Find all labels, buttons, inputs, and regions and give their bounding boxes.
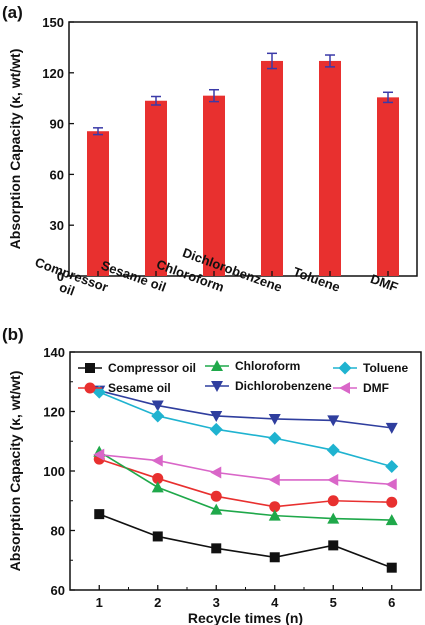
y-tick-label: 90 xyxy=(50,117,64,132)
data-point xyxy=(151,454,163,467)
y-tick-label: 0 xyxy=(57,269,64,284)
bar xyxy=(203,95,225,276)
data-point xyxy=(386,562,397,573)
series-compressor-oil xyxy=(94,509,397,573)
bar xyxy=(87,131,109,276)
legend-marker xyxy=(211,360,223,371)
x-tick-label: 5 xyxy=(330,595,337,610)
legend-item: DMF xyxy=(333,381,389,395)
series-line xyxy=(98,513,393,569)
legend-label: Toluene xyxy=(363,361,408,375)
y-tick-label: 120 xyxy=(42,66,64,81)
legend-label: Dichlorobenzene xyxy=(235,379,332,393)
series-line xyxy=(99,453,392,486)
data-point xyxy=(210,490,222,502)
series-toluene xyxy=(92,385,399,474)
series-dmf xyxy=(93,448,397,491)
data-point xyxy=(209,422,223,436)
panel-label: (b) xyxy=(2,325,24,344)
bar xyxy=(261,60,283,276)
x-tick-label: 6 xyxy=(388,595,395,610)
data-point xyxy=(327,415,340,427)
data-point xyxy=(151,481,164,493)
legend-marker xyxy=(339,382,350,394)
data-point xyxy=(268,431,282,445)
data-point xyxy=(269,552,280,563)
data-point xyxy=(385,478,397,491)
data-point xyxy=(151,409,165,423)
data-point xyxy=(210,503,223,515)
data-point xyxy=(268,473,280,486)
x-tick-label: 3 xyxy=(213,595,220,610)
y-tick-label: 60 xyxy=(51,583,65,598)
series-sesame-oil xyxy=(93,453,398,513)
x-tick-label: 2 xyxy=(154,595,161,610)
chart-a-bar-absorption-capacity: (a) 0 30 60 90 120 150 Absorption Capacity (κ, … xyxy=(2,3,418,299)
chart-b-line-recycle: (b) 60 80 100 120 140 1 2 3 4 5 6 Absorption Capacit… xyxy=(2,325,422,625)
data-point xyxy=(93,448,105,461)
x-tick-label: 4 xyxy=(271,595,279,610)
panel-label: (a) xyxy=(2,3,23,22)
data-point xyxy=(211,543,222,554)
data-point xyxy=(385,514,398,526)
legend-marker xyxy=(84,382,96,394)
data-point xyxy=(92,385,106,399)
x-tick-label-line: oil xyxy=(57,279,76,298)
legend-label: Compressor oil xyxy=(108,361,196,375)
y-tick-label: 140 xyxy=(43,345,65,360)
legend-item: Sesame oil xyxy=(78,381,171,395)
series-line xyxy=(98,458,392,508)
bar xyxy=(145,100,167,277)
data-point xyxy=(327,473,339,486)
legend-item: Dichlorobenzene xyxy=(205,379,332,393)
y-tick-label: 100 xyxy=(43,464,65,479)
y-axis-title: Absorption Capacity (κ, wt/wt) xyxy=(7,371,23,572)
legend-label: DMF xyxy=(363,381,389,395)
data-point xyxy=(152,531,163,542)
data-point xyxy=(151,400,164,412)
y-tick-label: 60 xyxy=(50,167,64,182)
legend-item: Toluene xyxy=(333,361,408,375)
data-point xyxy=(210,410,223,422)
y-axis-title: Absorption Capacity (κ, wt/wt) xyxy=(7,49,23,250)
series-line xyxy=(98,450,392,521)
y-tick-label: 30 xyxy=(50,218,64,233)
legend-item: Compressor oil xyxy=(78,361,196,375)
data-point xyxy=(269,501,281,513)
data-point xyxy=(268,413,281,425)
series-line xyxy=(98,391,392,468)
data-point xyxy=(326,443,340,457)
legend-item: Chloroform xyxy=(205,359,300,373)
data-point xyxy=(385,460,399,474)
y-tick-label: 80 xyxy=(51,524,65,539)
series-line xyxy=(99,389,392,429)
legend-label: Chloroform xyxy=(235,359,300,373)
x-axis-title: Recycle times (n) xyxy=(188,610,303,625)
legend-marker xyxy=(85,363,95,373)
series-chloroform xyxy=(93,445,398,526)
data-point xyxy=(327,512,340,524)
bar xyxy=(377,97,399,276)
data-point xyxy=(386,496,398,508)
plot-frame xyxy=(68,21,418,277)
y-tick-label: 150 xyxy=(42,15,64,30)
data-point xyxy=(328,540,339,551)
data-point xyxy=(94,509,105,520)
legend-label: Sesame oil xyxy=(108,381,171,395)
data-point xyxy=(210,466,222,479)
y-tick-label: 120 xyxy=(43,405,65,420)
data-point xyxy=(152,472,164,484)
legend-marker xyxy=(338,361,352,375)
data-point xyxy=(385,422,398,434)
data-point xyxy=(268,509,281,521)
bar xyxy=(319,60,341,276)
legend-marker xyxy=(211,381,223,392)
x-tick-label: 1 xyxy=(96,595,103,610)
data-point xyxy=(327,495,339,507)
